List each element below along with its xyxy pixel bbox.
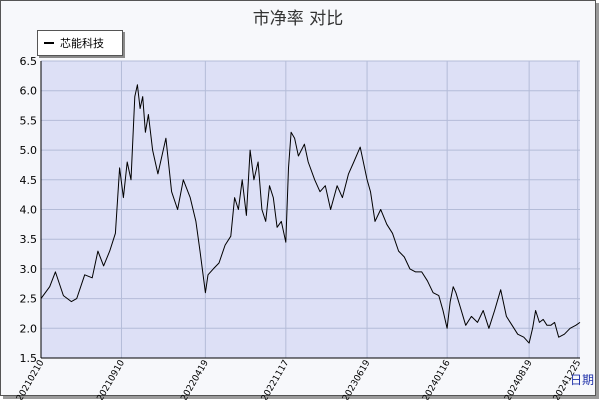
x-tick-label: 20230619 bbox=[341, 358, 373, 400]
legend-swatch bbox=[44, 42, 54, 44]
legend-label: 芯能科技 bbox=[60, 37, 104, 50]
chart-title: 市净率 对比 bbox=[252, 9, 344, 29]
y-tick-label: 1.5 bbox=[20, 352, 38, 365]
y-tick-label: 2.5 bbox=[20, 293, 38, 306]
y-tick-label: 5.0 bbox=[20, 144, 38, 157]
y-tick-label: 6.5 bbox=[20, 55, 38, 68]
x-axis-label: 日期 bbox=[569, 373, 594, 387]
y-tick-label: 4.5 bbox=[20, 174, 38, 187]
y-tick-label: 3.5 bbox=[20, 233, 38, 246]
x-tick-label: 20240116 bbox=[421, 358, 453, 400]
y-tick-label: 5.5 bbox=[20, 114, 38, 127]
series-line bbox=[40, 84, 581, 344]
x-tick-label: 20240819 bbox=[503, 358, 535, 400]
y-tick-label: 3.0 bbox=[20, 263, 38, 276]
y-tick-label: 4.0 bbox=[20, 204, 38, 217]
legend: 芯能科技 bbox=[37, 30, 123, 56]
x-tick-label: 20221117 bbox=[260, 359, 292, 400]
y-tick-label: 6.0 bbox=[20, 85, 38, 98]
y-tick-label: 2.0 bbox=[20, 322, 38, 335]
x-tick-label: 20210910 bbox=[96, 358, 128, 400]
x-tick-label: 20220419 bbox=[179, 358, 211, 400]
